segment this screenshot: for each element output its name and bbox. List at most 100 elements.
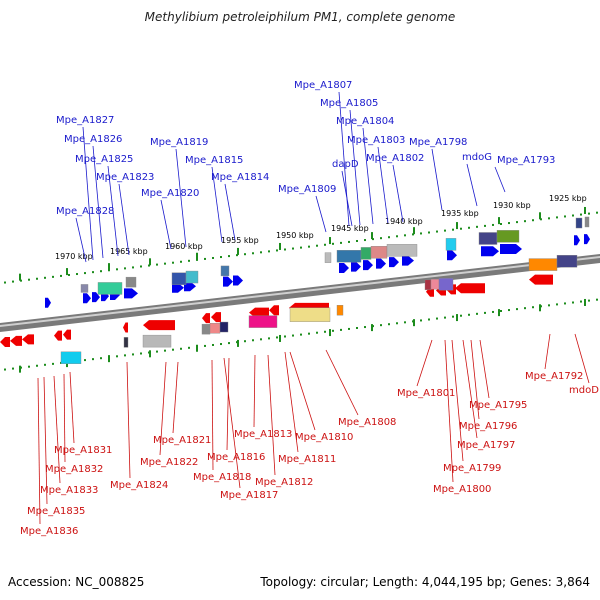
scale-dot xyxy=(452,315,454,318)
scale-dot xyxy=(172,261,174,264)
scale-dot xyxy=(164,262,166,265)
forward-gene-arrow xyxy=(389,257,399,268)
reverse-gene-label: Mpe_A1812 xyxy=(255,477,313,488)
scale-label: 1940 kbp xyxy=(385,217,423,226)
scale-tick-lower xyxy=(196,344,198,352)
forward-gene-label: Mpe_A1802 xyxy=(366,153,424,164)
reverse-gene-leader xyxy=(451,339,464,462)
scale-dot xyxy=(580,300,582,303)
forward-gene-arrow xyxy=(223,276,233,287)
scale-dot xyxy=(108,269,110,272)
scale-dot xyxy=(524,307,526,310)
scale-tick-lower xyxy=(108,355,110,363)
scale-dot xyxy=(220,343,222,346)
scale-dot xyxy=(388,236,390,239)
reverse-gene-label: Mpe_A1821 xyxy=(153,435,211,446)
forward-gene-label: Mpe_A1793 xyxy=(497,155,555,166)
reverse-gene-leader xyxy=(462,339,478,439)
forward-gene-leader xyxy=(107,165,119,257)
forward-gene-label: Mpe_A1820 xyxy=(141,188,199,199)
reverse-feature-box xyxy=(60,351,82,365)
reverse-gene-leader xyxy=(444,339,454,483)
scale-dot xyxy=(524,220,526,223)
reverse-gene-label: Mpe_A1795 xyxy=(469,400,527,411)
scale-dot xyxy=(4,368,6,371)
scale-dot xyxy=(364,239,366,242)
scale-dot xyxy=(100,270,102,273)
scale-tick-upper xyxy=(371,232,373,240)
scale-dot xyxy=(164,349,166,352)
scale-dot xyxy=(292,247,294,250)
reverse-gene-arrow xyxy=(211,312,221,323)
reverse-gene-label: Mpe_A1817 xyxy=(220,490,278,501)
scale-dot xyxy=(52,362,54,365)
reverse-gene-label: mdoD xyxy=(569,385,599,396)
reverse-gene-leader xyxy=(544,333,551,370)
reverse-gene-leader xyxy=(284,351,299,453)
forward-gene-label: Mpe_A1819 xyxy=(150,137,208,148)
reverse-feature-box xyxy=(336,305,344,316)
scale-tick-lower xyxy=(237,339,239,347)
forward-feature-box xyxy=(478,232,498,245)
scale-dot xyxy=(68,273,70,276)
scale-dot xyxy=(196,258,198,261)
scale-dot xyxy=(244,253,246,256)
scale-tick-upper xyxy=(237,247,239,255)
scale-dot xyxy=(84,359,86,362)
reverse-gene-leader xyxy=(43,376,48,505)
scale-dot xyxy=(12,280,14,283)
scale-dot xyxy=(260,338,262,341)
forward-gene-label: Mpe_A1815 xyxy=(185,155,243,166)
reverse-gene-arrow xyxy=(123,322,128,333)
scale-dot xyxy=(180,347,182,350)
scale-dot xyxy=(364,326,366,329)
scale-dot xyxy=(4,281,6,284)
scale-tick-upper xyxy=(539,212,541,220)
reverse-gene-leader xyxy=(172,361,179,434)
scale-dot xyxy=(44,363,46,366)
forward-feature-box xyxy=(336,250,362,263)
reverse-gene-arrow xyxy=(22,334,34,345)
reverse-feature-box xyxy=(219,321,229,333)
reverse-gene-leader xyxy=(253,354,256,428)
scale-dot xyxy=(252,252,254,255)
reverse-gene-leader xyxy=(325,349,359,416)
genome-backbone-highlight xyxy=(0,256,600,327)
reverse-gene-label: Mpe_A1822 xyxy=(140,457,198,468)
scale-label: 1950 kbp xyxy=(276,231,314,240)
reverse-feature-box xyxy=(248,315,278,328)
scale-dot xyxy=(404,321,406,324)
reverse-gene-leader xyxy=(63,373,66,463)
scale-dot xyxy=(588,299,590,302)
reverse-gene-leader xyxy=(226,357,230,451)
forward-gene-label: Mpe_A1809 xyxy=(278,184,336,195)
forward-gene-arrow xyxy=(233,275,243,286)
reverse-feature-box xyxy=(556,255,578,268)
forward-gene-arrow xyxy=(351,261,361,272)
reverse-feature-box xyxy=(430,278,440,290)
forward-gene-leader xyxy=(175,148,187,248)
scale-dot xyxy=(436,317,438,320)
forward-feature-box xyxy=(324,252,332,263)
scale-tick-upper xyxy=(456,222,458,230)
scale-dot xyxy=(60,274,62,277)
scale-tick-upper xyxy=(108,263,110,271)
scale-tick-upper xyxy=(66,268,68,276)
forward-gene-leader xyxy=(224,183,236,241)
scale-tick-lower xyxy=(149,350,151,358)
reverse-feature-box xyxy=(289,307,331,322)
reverse-gene-leader xyxy=(267,354,276,476)
reverse-feature-box xyxy=(528,258,558,271)
forward-gene-label: Mpe_A1804 xyxy=(336,116,394,127)
forward-feature-box xyxy=(360,247,372,260)
scale-dot xyxy=(116,355,118,358)
reverse-feature-box xyxy=(201,323,211,335)
forward-feature-box xyxy=(496,230,520,243)
scale-dot xyxy=(484,224,486,227)
scale-dot xyxy=(300,246,302,249)
scale-dot xyxy=(516,221,518,224)
scale-dot xyxy=(380,237,382,240)
scale-dot xyxy=(508,309,510,312)
